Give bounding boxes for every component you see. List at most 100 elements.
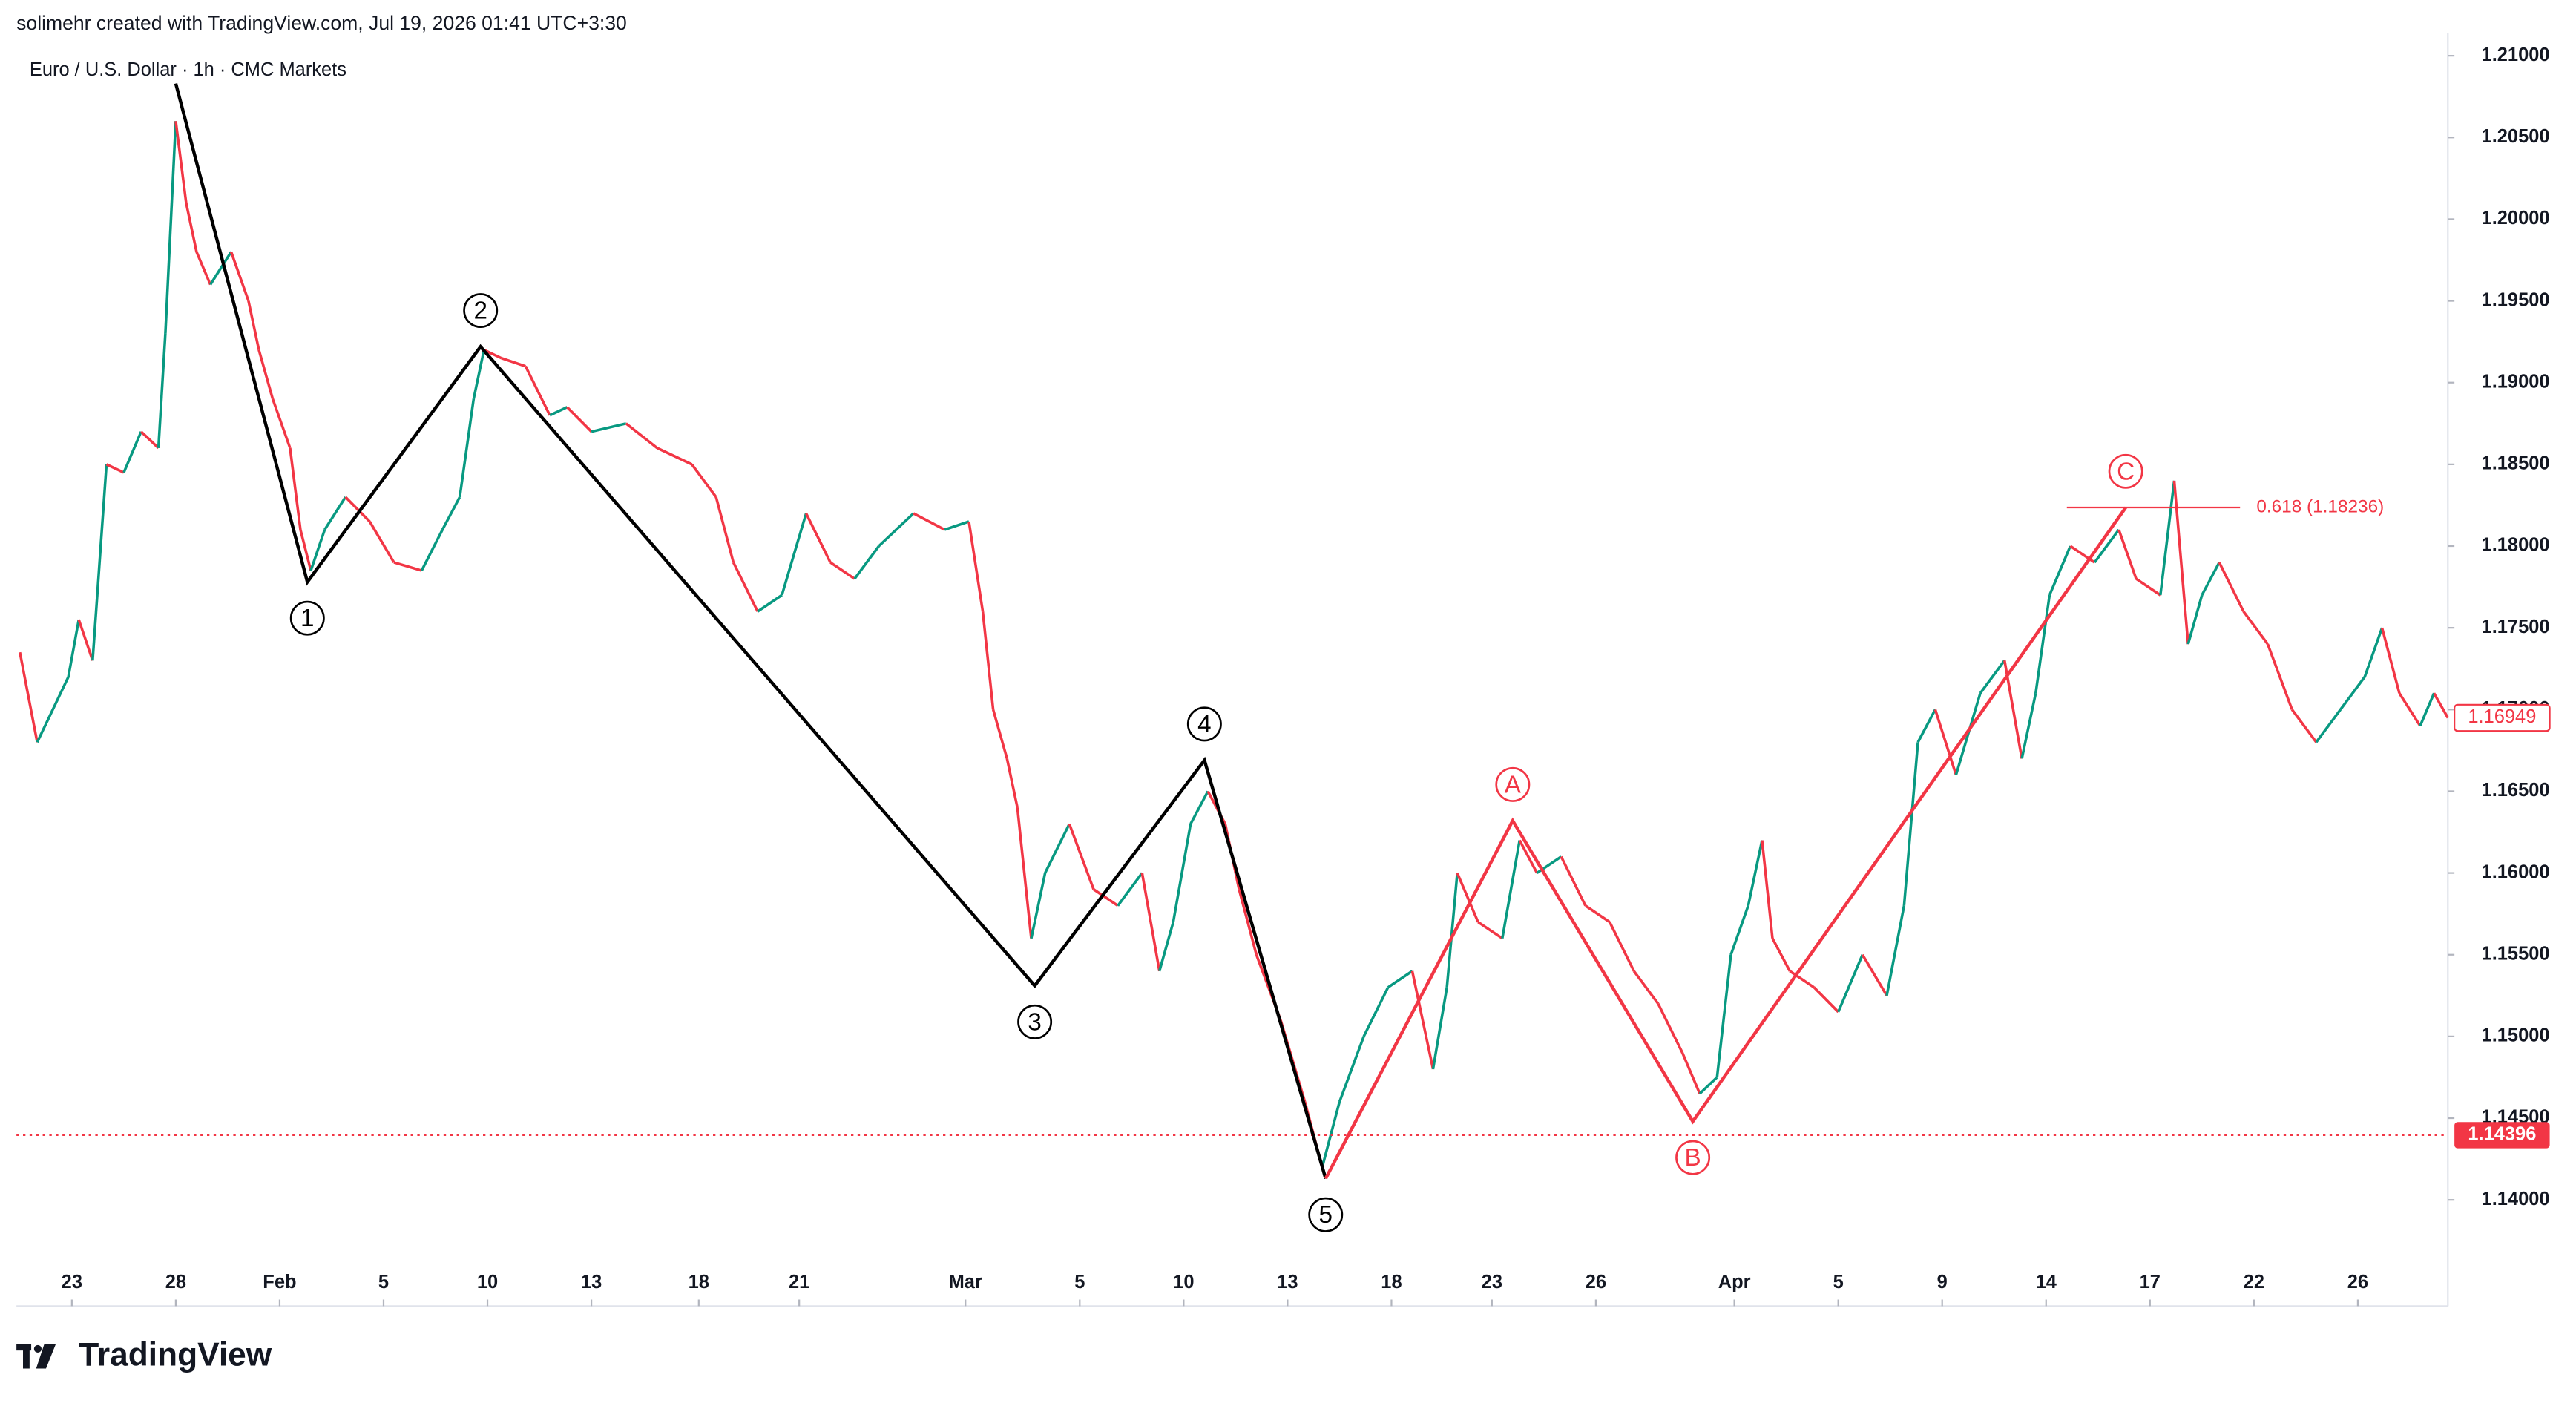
x-tick-label: 5	[378, 1272, 389, 1292]
wave-label-circle	[2108, 453, 2143, 489]
y-tick-label: 1.18000	[2482, 535, 2550, 556]
price-segment	[981, 611, 995, 710]
price-segment	[174, 121, 188, 203]
x-tick-label: Feb	[263, 1272, 296, 1292]
price-segment	[691, 463, 717, 498]
price-line-label: 1.14396	[2468, 1124, 2536, 1145]
x-tick-label: 13	[581, 1272, 602, 1292]
price-segment	[36, 676, 70, 743]
price-segment	[483, 349, 502, 360]
price-segment	[2242, 611, 2269, 645]
credit: solimehr created with TradingView.com, J…	[16, 12, 627, 34]
price-segment	[853, 545, 880, 580]
price-segment	[2218, 562, 2245, 612]
price-segment	[271, 398, 292, 449]
price-segment	[1761, 840, 1774, 939]
x-tick-label: 26	[2347, 1272, 2368, 1292]
x-tick-label: Apr	[1718, 1272, 1751, 1292]
price-segment	[1902, 742, 1919, 906]
price-segment	[1477, 921, 1503, 940]
price-segment	[1747, 840, 1764, 907]
price-segment	[2186, 594, 2204, 645]
x-tick-label: 26	[1586, 1272, 1606, 1292]
fib-label: 0.618 (1.18236)	[2256, 496, 2384, 516]
price-segment	[309, 529, 326, 571]
x-tick-label: 18	[689, 1272, 709, 1292]
price-segment	[2117, 529, 2138, 579]
price-segment	[472, 349, 486, 400]
brand: TradingView	[79, 1337, 272, 1373]
price-segment	[524, 365, 551, 416]
price-segment	[458, 398, 476, 498]
y-tick-label: 1.16500	[2482, 780, 2550, 801]
price-segment	[1189, 790, 1209, 825]
x-tick-label: 21	[789, 1272, 809, 1292]
price-segment	[91, 464, 108, 661]
price-segment	[2020, 692, 2037, 759]
price-segment	[967, 521, 985, 612]
price-segment	[195, 251, 212, 286]
wave-label: 3	[1028, 1008, 1041, 1036]
price-segment	[1885, 905, 1906, 996]
y-tick-label: 1.20500	[2482, 126, 2550, 147]
last-price-label: 1.16949	[2468, 706, 2536, 727]
x-tick-label: 13	[1277, 1272, 1298, 1292]
price-segment	[2159, 480, 2176, 596]
wave-label-circle	[1675, 1140, 1711, 1175]
price-segment	[368, 521, 395, 563]
price-segment	[1005, 758, 1019, 808]
price-segment	[1715, 954, 1732, 1078]
price-segment	[185, 203, 198, 252]
price-segment	[344, 496, 371, 523]
price-segment	[2093, 528, 2120, 564]
x-tick-label: 10	[477, 1272, 498, 1292]
price-segment	[209, 251, 233, 286]
wave-line	[1324, 506, 2127, 1180]
price-segment	[2419, 692, 2436, 727]
price-segment	[1016, 807, 1033, 939]
x-tick-label: 9	[1937, 1272, 1948, 1292]
price-segment	[1729, 905, 1749, 956]
price-segment	[1657, 1003, 1684, 1054]
wave-label: 4	[1197, 711, 1211, 738]
price-series	[19, 121, 2449, 1168]
price-segment	[1933, 709, 1958, 775]
price-segment	[566, 406, 593, 433]
price-segment	[1387, 970, 1413, 989]
last-price-badge	[2454, 703, 2551, 732]
price-segment	[1410, 970, 1435, 1070]
wave-label: 5	[1319, 1201, 1333, 1229]
y-tick-label: 1.14000	[2482, 1189, 2550, 1209]
price-segment	[714, 496, 735, 563]
price-segment	[625, 422, 658, 450]
y-tick-label: 1.18500	[2482, 453, 2550, 474]
price-segment	[122, 431, 142, 473]
price-segment	[829, 561, 855, 580]
price-segment	[323, 496, 347, 530]
wave-label-circle	[1186, 706, 1222, 742]
price-segment	[757, 594, 783, 613]
price-segment	[1916, 709, 1936, 743]
y-tick-label: 1.19500	[2482, 289, 2550, 310]
x-tick-label: 5	[1074, 1272, 1085, 1292]
price-segment	[1789, 970, 1815, 989]
price-segment	[944, 520, 970, 531]
price-segment	[1837, 954, 1864, 1013]
price-segment	[229, 251, 250, 302]
x-tick-label: 18	[1381, 1272, 1402, 1292]
wave-label: 1	[300, 605, 314, 632]
price-segment	[2201, 562, 2221, 596]
price-segment	[139, 430, 160, 450]
price-segment	[1140, 873, 1161, 972]
price-segment	[1338, 1036, 1365, 1103]
x-tick-label: 10	[1173, 1272, 1194, 1292]
price-segment	[2266, 643, 2293, 710]
price-segment	[2034, 594, 2051, 694]
wave-label-circle	[463, 293, 499, 329]
wave-label-circle	[289, 600, 325, 636]
wave-line	[174, 83, 1327, 1180]
price-segment	[781, 513, 808, 596]
price-segment	[1861, 953, 1888, 996]
